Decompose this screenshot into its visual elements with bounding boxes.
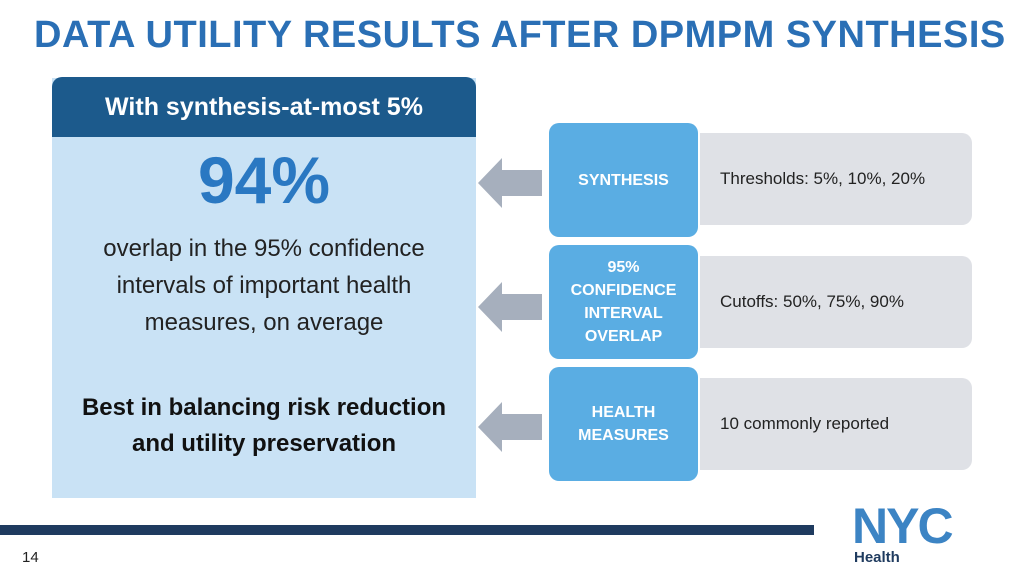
result-panel — [52, 78, 476, 498]
synthesis-detail: Thresholds: 5%, 10%, 20% — [690, 133, 972, 225]
ci-overlap-detail: Cutoffs: 50%, 75%, 90% — [690, 256, 972, 348]
ci-overlap-box: 95% CONFIDENCE INTERVAL OVERLAP — [549, 245, 698, 359]
result-description: overlap in the 95% confidence intervals … — [103, 235, 425, 336]
synthesis-detail-text: Thresholds: 5%, 10%, 20% — [720, 169, 926, 188]
left-arrow-icon — [478, 282, 542, 332]
result-panel-header: With synthesis-at-most 5% — [52, 77, 476, 137]
synthesis-box: SYNTHESIS — [549, 123, 698, 237]
left-arrow-icon — [478, 402, 542, 452]
logo-subtext: Health — [854, 549, 900, 566]
result-conclusion: Best in balancing risk reduction and uti… — [81, 394, 447, 457]
page-number: 14 — [22, 549, 39, 566]
health-measures-detail-text: 10 commonly reported — [720, 414, 890, 433]
page-title: DATA UTILITY RESULTS AFTER DPMPM SYNTHES… — [34, 14, 1006, 56]
logo-text: NYC — [852, 498, 954, 554]
left-arrow-icon — [478, 158, 542, 208]
ci-overlap-detail-text: Cutoffs: 50%, 75%, 90% — [720, 292, 904, 311]
health-measures-box: HEALTH MEASURES — [549, 367, 698, 481]
footer-bar — [0, 525, 814, 535]
overlap-percentage: 94% — [197, 143, 331, 217]
health-measures-detail: 10 commonly reported — [690, 378, 972, 470]
nyc-health-logo: NYC Health — [852, 498, 984, 566]
